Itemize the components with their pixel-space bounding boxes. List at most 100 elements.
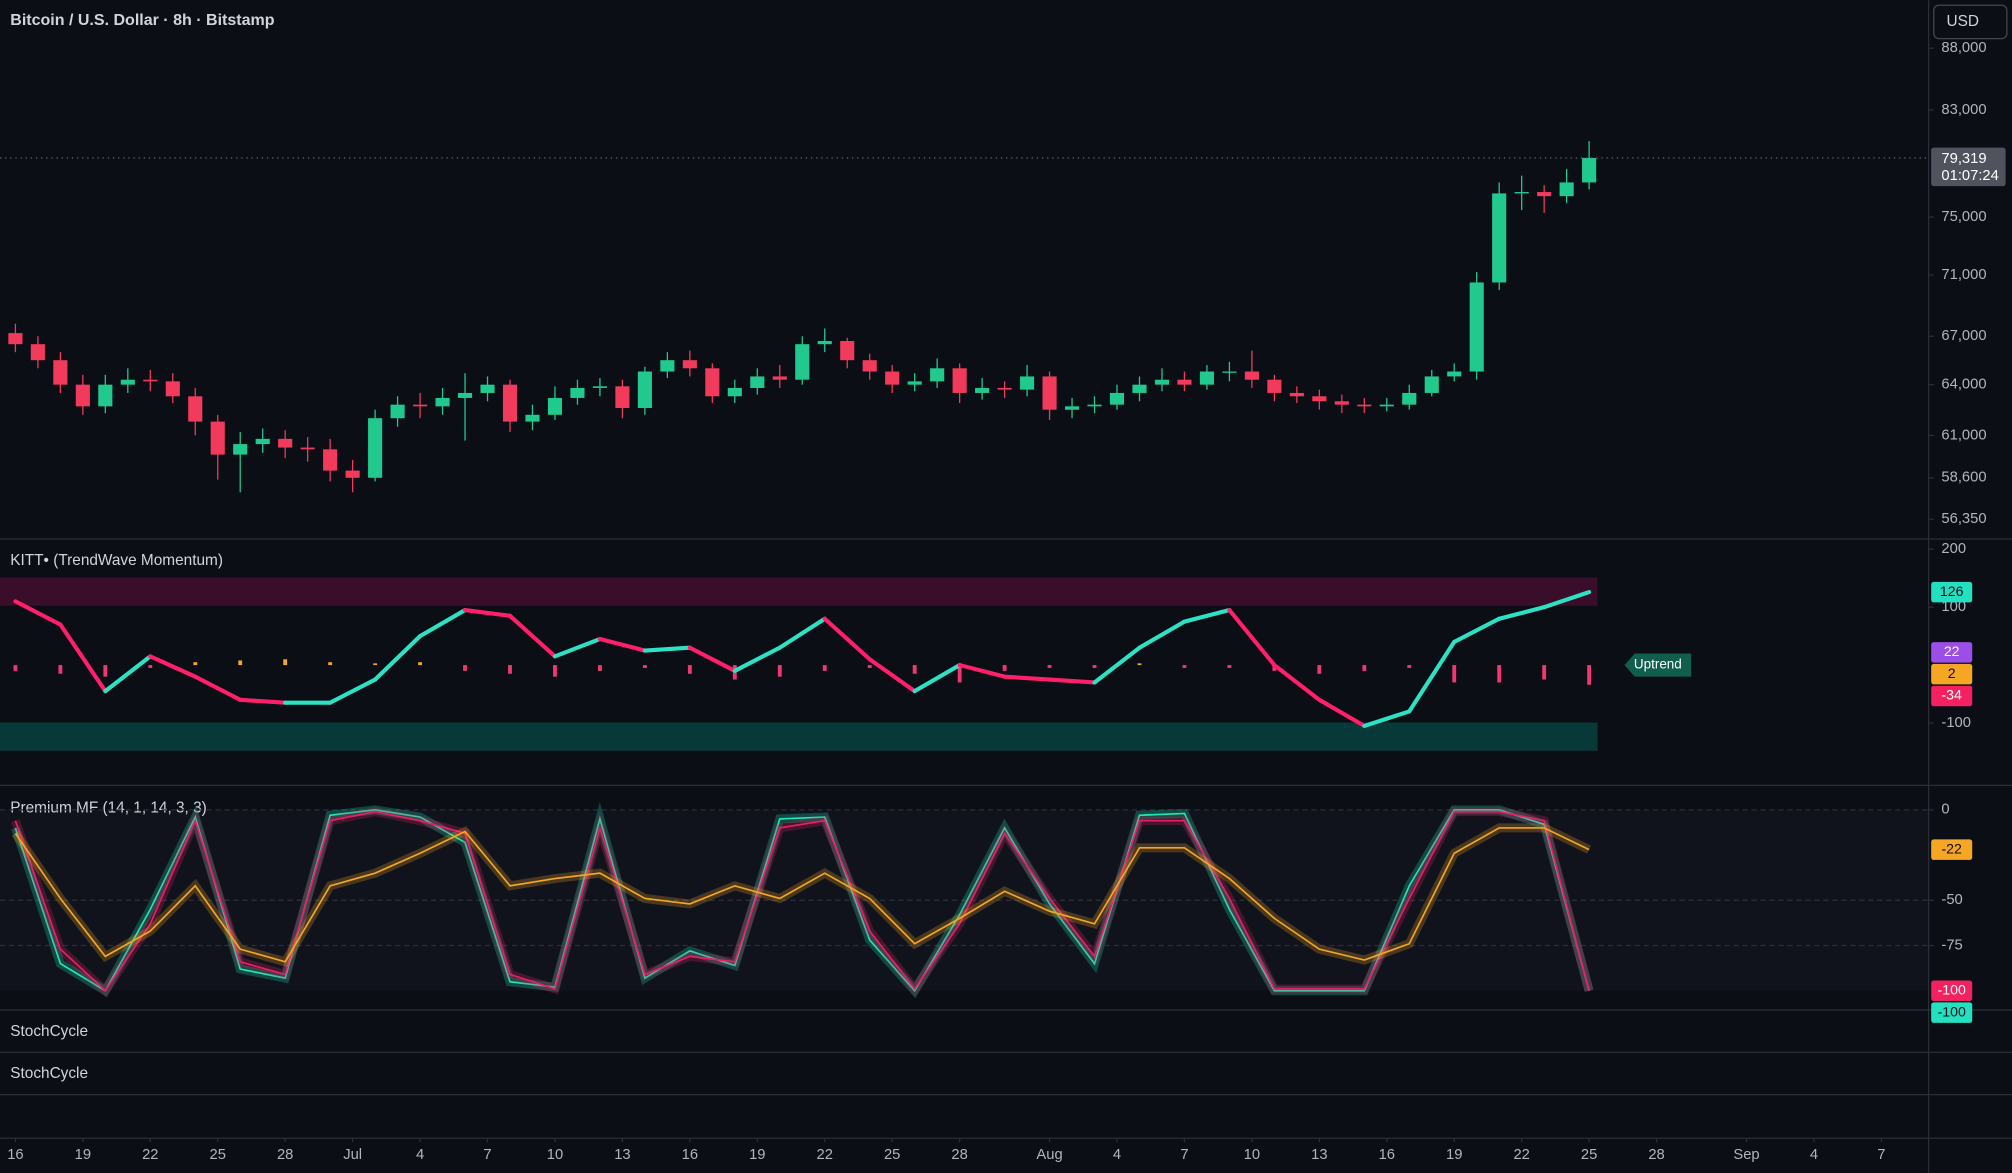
candle-body <box>1132 384 1147 393</box>
momentum-segment <box>1047 677 1097 685</box>
candle-body <box>1492 193 1507 283</box>
value-badge <box>1931 839 1973 860</box>
y-tick-label: -75 <box>1941 937 1962 953</box>
oversold-band <box>0 722 1598 751</box>
histogram-bar <box>1362 665 1367 671</box>
x-tick-label: 16 <box>1379 1147 1395 1163</box>
y-tick-label: 75,000 <box>1941 209 1986 225</box>
histogram-bar <box>553 665 557 677</box>
candle-body <box>637 371 652 409</box>
series-line <box>14 810 1590 993</box>
currency-label[interactable]: USD <box>1947 13 1979 30</box>
candle-body <box>390 404 405 419</box>
candle-body <box>1447 371 1462 377</box>
y-tick-label: -100 <box>1941 715 1971 731</box>
candle-body <box>368 418 383 478</box>
x-tick-label: 19 <box>749 1147 765 1163</box>
candle-body <box>278 438 293 448</box>
value-badge-label: 2 <box>1948 665 1956 681</box>
x-tick-label: 25 <box>1581 1147 1597 1163</box>
candle-body <box>705 368 720 397</box>
x-tick-label: 16 <box>682 1147 698 1163</box>
momentum-segment <box>148 654 198 679</box>
x-tick-label: 22 <box>142 1147 158 1163</box>
candle-body <box>1514 192 1529 194</box>
momentum-segment <box>597 636 647 653</box>
candle-body <box>1042 376 1057 410</box>
histogram-bar <box>193 662 198 666</box>
histogram-bar <box>1497 665 1502 683</box>
candle-body <box>817 340 832 345</box>
candle-body <box>1020 376 1035 390</box>
candle-body <box>435 397 450 407</box>
candle-body <box>1199 371 1214 385</box>
momentum-segment <box>238 697 288 705</box>
candle-body <box>1312 396 1327 402</box>
momentum-segment <box>193 674 243 702</box>
x-tick-label: 10 <box>547 1147 563 1163</box>
momentum-segment <box>867 657 917 694</box>
indicator-title: KITT• (TrendWave Momentum) <box>10 552 223 569</box>
momentum-segment <box>957 663 1007 679</box>
y-tick-label: 100 <box>1941 599 1966 615</box>
histogram-bar <box>687 665 692 674</box>
momentum-segment <box>1002 674 1052 682</box>
candle-body <box>750 376 765 388</box>
candle-body <box>1357 404 1372 407</box>
candle-body <box>997 387 1012 390</box>
momentum-segment <box>1317 697 1367 728</box>
histogram-bar <box>1227 665 1232 668</box>
x-tick-label: Sep <box>1733 1147 1759 1163</box>
candle-body <box>1244 371 1259 380</box>
momentum-segment <box>1227 607 1277 668</box>
candle-body <box>885 371 900 385</box>
candle-body <box>233 444 248 455</box>
candle-body <box>1087 404 1102 407</box>
histogram-bar <box>867 665 872 668</box>
x-tick-label: 28 <box>277 1147 293 1163</box>
momentum-segment <box>1497 605 1547 621</box>
series-line <box>14 827 1590 963</box>
candle-body <box>120 379 135 385</box>
candle-body <box>907 381 922 385</box>
x-tick-label: 22 <box>817 1147 833 1163</box>
histogram-bar <box>103 665 108 677</box>
histogram-bar <box>1182 665 1187 668</box>
histogram-bar <box>328 662 333 666</box>
histogram-bar <box>1047 665 1052 668</box>
candle-body <box>570 387 585 398</box>
y-tick-label: 200 <box>1941 541 1966 557</box>
histogram-bar <box>13 665 18 671</box>
x-tick-label: 10 <box>1244 1147 1260 1163</box>
value-badge-label: -22 <box>1941 840 1962 856</box>
histogram-bar <box>1272 665 1277 671</box>
candle-body <box>615 386 630 409</box>
value-badge <box>1931 642 1973 663</box>
momentum-segment <box>912 663 962 694</box>
histogram-bar <box>238 660 243 666</box>
y-tick-label: 61,000 <box>1941 427 1986 443</box>
currency-button[interactable] <box>1933 4 2008 40</box>
candle-body <box>413 404 428 407</box>
candle-body <box>930 368 945 382</box>
candle-body <box>75 384 90 407</box>
candle-body <box>772 376 787 380</box>
candle-body <box>1267 379 1282 393</box>
candle-body <box>1424 376 1439 393</box>
histogram-bar <box>912 665 917 674</box>
candle-body <box>8 333 23 345</box>
candle-body <box>592 386 607 388</box>
y-tick-label: 0 <box>1941 802 1949 818</box>
candle-body <box>840 340 855 361</box>
y-tick-label: 58,600 <box>1941 470 1986 486</box>
candle-body <box>1559 182 1574 197</box>
x-tick-label: 19 <box>1446 1147 1462 1163</box>
x-tick-label: 22 <box>1513 1147 1529 1163</box>
x-tick-label: 28 <box>951 1147 967 1163</box>
histogram-bar <box>1587 665 1592 685</box>
histogram-bar <box>1407 665 1412 668</box>
candle-body <box>98 384 113 407</box>
y-tick-label: 64,000 <box>1941 377 1986 393</box>
histogram-bar <box>957 665 962 683</box>
histogram-bar <box>598 665 602 671</box>
